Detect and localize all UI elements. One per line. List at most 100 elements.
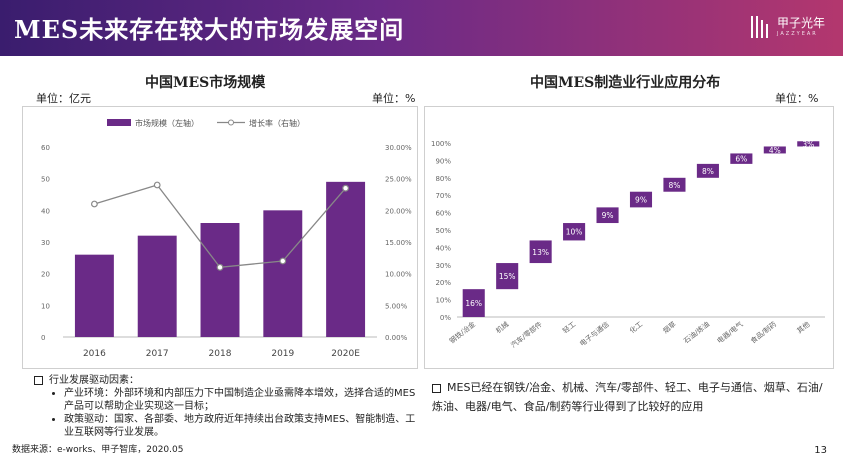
logo-icon xyxy=(750,16,768,38)
y2-tick-label: 20.00% xyxy=(385,207,412,215)
waterfall-bar xyxy=(696,163,719,178)
y-tick-label: 70% xyxy=(435,192,451,200)
waterfall-bar xyxy=(629,191,653,208)
x-tick-label: 化工 xyxy=(628,319,645,335)
waterfall-bar xyxy=(563,223,586,241)
x-tick-label: 2020E xyxy=(331,349,360,359)
bar-value-label: 8% xyxy=(702,167,714,176)
x-tick-label: 2018 xyxy=(209,349,232,359)
x-tick-label: 电器/电气 xyxy=(715,319,744,345)
left-chart-panel: 市场规模（左轴） 增长率（右轴） 0 10 20 30 40 50 60 0.00% 5.00% 10… xyxy=(22,106,418,369)
waterfall-bar xyxy=(596,207,619,224)
bar-value-label: 8% xyxy=(669,181,681,190)
y-tick-label: 40 xyxy=(41,207,50,215)
y-tick-label: 60 xyxy=(41,144,50,152)
page-title: MES未来存在较大的市场发展空间 xyxy=(14,15,405,44)
growth-rate-point xyxy=(90,200,98,208)
market-size-bar xyxy=(263,210,303,337)
y2-tick-label: 15.00% xyxy=(385,239,412,247)
growth-rate-point xyxy=(153,181,161,189)
legend-line-label: 增长率（右轴） xyxy=(249,118,305,128)
waterfall-bar xyxy=(797,141,820,147)
left-unit-label: 单位：亿元 xyxy=(36,92,91,105)
bullet-square-icon xyxy=(432,383,441,393)
x-tick-label: 烟草 xyxy=(661,319,678,335)
y-tick-label: 50 xyxy=(41,176,50,184)
y-tick-label: 90% xyxy=(435,157,451,165)
right-chart-panel: 0% 10% 20% 30% 40% 50% 60% 70% 80% 90% 100% 16% 钢铁/冶… xyxy=(424,106,834,369)
y2-tick-label: 25.00% xyxy=(385,176,412,184)
drivers-heading: 行业发展驱动因素： xyxy=(49,375,139,386)
x-tick-label: 石油/炼油 xyxy=(682,319,711,345)
y-tick-label: 80% xyxy=(435,175,451,183)
y2-tick-label: 5.00% xyxy=(385,302,408,310)
y2-tick-label: 10.00% xyxy=(385,271,412,279)
application-note: MES已经在钢铁/冶金、机械、汽车/零部件、轻工、电子与通信、烟草、石油/炼油、… xyxy=(432,378,832,416)
y-tick-label: 40% xyxy=(435,244,451,252)
y-tick-label: 10 xyxy=(41,302,50,310)
waterfall-bar xyxy=(529,240,552,264)
growth-rate-point xyxy=(216,263,224,271)
data-source: 数据来源：e-works、甲子智库，2020.05 xyxy=(12,445,184,455)
x-tick-label: 食品/制药 xyxy=(749,319,778,345)
bar-value-label: 10% xyxy=(566,228,583,237)
market-size-chart: 市场规模（左轴） 增长率（右轴） 0 10 20 30 40 50 60 0.00% 5.00% 10… xyxy=(41,118,412,359)
right-unit-label: 单位：% xyxy=(775,92,819,105)
drivers-list: 行业发展驱动因素： 产业环境：外部环境和内部压力下中国制造企业亟需降本增效，选择… xyxy=(34,374,422,439)
waterfall-bar xyxy=(763,146,786,154)
legend-bar-swatch xyxy=(107,119,131,126)
y-tick-label: 30% xyxy=(435,262,451,270)
brand-logo: 甲子光年 JAZZYEAR xyxy=(749,14,825,40)
y-tick-label: 10% xyxy=(435,297,451,305)
x-tick-label: 2016 xyxy=(83,349,106,359)
y-tick-label: 60% xyxy=(435,210,451,218)
bar-value-label: 6% xyxy=(735,155,747,164)
y-tick-label: 100% xyxy=(431,140,451,148)
bullet-square-icon xyxy=(34,375,43,385)
x-tick-label: 电子与通信 xyxy=(578,319,611,348)
driver-item: 政策驱动：国家、各部委、地方政府近年持续出台政策支持MES、智能制造、工业互联网… xyxy=(64,413,422,439)
market-size-bar xyxy=(137,235,177,337)
x-tick-label: 2019 xyxy=(271,349,294,359)
header-banner: MES未来存在较大的市场发展空间 甲子光年 JAZZYEAR xyxy=(0,0,843,56)
page-number: 13 xyxy=(814,445,827,456)
y2-tick-label: 0.00% xyxy=(385,334,408,342)
growth-rate-point xyxy=(342,184,350,192)
legend-line-marker xyxy=(228,119,234,126)
growth-rate-point xyxy=(279,257,287,265)
waterfall-bar xyxy=(462,289,485,317)
y-tick-label: 0 xyxy=(41,334,45,342)
y-tick-label: 20% xyxy=(435,279,451,287)
driver-item: 产业环境：外部环境和内部压力下中国制造企业亟需降本增效，选择合适的MES产品可以… xyxy=(64,387,422,413)
y-tick-label: 0% xyxy=(440,314,451,322)
application-note-text: MES已经在钢铁/冶金、机械、汽车/零部件、轻工、电子与通信、烟草、石油/炼油、… xyxy=(432,381,823,413)
x-tick-label: 轻工 xyxy=(561,319,578,335)
y-tick-label: 20 xyxy=(41,271,50,279)
y-tick-label: 30 xyxy=(41,239,50,247)
logo-text: 甲子光年 xyxy=(776,16,825,30)
right-chart-title: 中国MES制造业行业应用分布 xyxy=(530,75,721,91)
logo-subtext: JAZZYEAR xyxy=(776,31,818,37)
bar-value-label: 4% xyxy=(769,146,781,155)
waterfall-bar xyxy=(663,177,686,192)
bar-value-label: 16% xyxy=(465,299,482,308)
left-chart-title: 中国MES市场规模 xyxy=(145,75,266,91)
legend-bar-label: 市场规模（左轴） xyxy=(135,118,199,128)
x-tick-label: 汽车/零部件 xyxy=(509,319,544,349)
bar-value-label: 3% xyxy=(802,140,814,149)
right-axis-unit-label: 单位：% xyxy=(372,92,416,105)
bar-value-label: 13% xyxy=(532,248,549,257)
market-size-bar xyxy=(326,181,366,337)
x-tick-label: 机械 xyxy=(494,319,511,335)
x-tick-label: 钢铁/冶金 xyxy=(447,319,476,345)
waterfall-bar xyxy=(496,263,519,290)
x-tick-label: 2017 xyxy=(146,349,169,359)
bar-value-label: 9% xyxy=(635,196,647,205)
y-tick-label: 50% xyxy=(435,227,451,235)
market-size-bar xyxy=(200,223,240,337)
industry-distribution-chart: 0% 10% 20% 30% 40% 50% 60% 70% 80% 90% 100% 16% 钢铁/冶… xyxy=(431,140,825,350)
bar-value-label: 15% xyxy=(499,272,516,281)
market-size-bar xyxy=(74,254,114,337)
waterfall-bar xyxy=(730,153,753,164)
x-tick-label: 其他 xyxy=(795,319,812,335)
